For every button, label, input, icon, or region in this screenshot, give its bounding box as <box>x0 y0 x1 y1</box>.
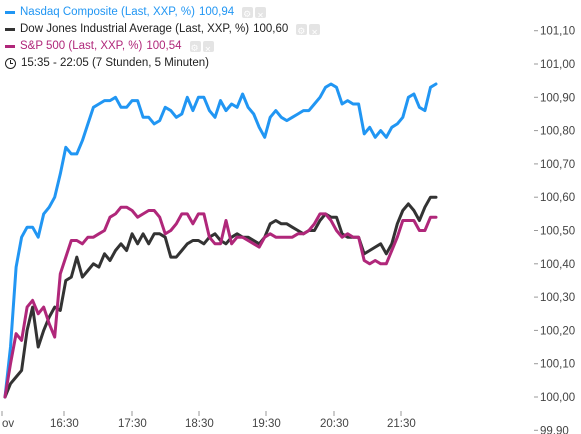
time-range-label: 15:35 - 22:05 (7 Stunden, 5 Minuten) <box>21 57 209 69</box>
legend-swatch-nasdaq <box>5 11 15 14</box>
x-tick-label: 19:30 <box>252 418 281 430</box>
gear-icon[interactable] <box>242 6 254 23</box>
close-icon[interactable] <box>255 7 267 24</box>
chart-legend: Nasdaq Composite (Last, XXP, %) 100,94 D… <box>5 4 322 72</box>
time-range-row: 15:35 - 22:05 (7 Stunden, 5 Minuten) <box>5 55 322 72</box>
legend-item-sp500[interactable]: S&P 500 (Last, XXP, %) 100,54 <box>5 38 322 58</box>
close-icon[interactable] <box>202 41 214 58</box>
y-tick-label: 100,10 <box>540 359 575 371</box>
y-tick-label: 100,60 <box>540 192 575 204</box>
legend-swatch-dow <box>5 28 15 31</box>
x-tick-label: 16:30 <box>50 418 79 430</box>
y-tick-label: 100,50 <box>540 226 575 238</box>
y-tick-label: 100,80 <box>540 126 575 138</box>
y-tick-label: 100,90 <box>540 92 575 104</box>
legend-item-dow[interactable]: Dow Jones Industrial Average (Last, XXP,… <box>5 21 322 41</box>
y-tick-label: 100,30 <box>540 292 575 304</box>
x-tick-label: 18:30 <box>185 418 214 430</box>
y-tick-label: 100,00 <box>540 392 575 404</box>
x-tick-label: 20:30 <box>320 418 349 430</box>
legend-item-nasdaq[interactable]: Nasdaq Composite (Last, XXP, %) 100,94 <box>5 4 322 24</box>
legend-label-sp500: S&P 500 (Last, XXP, %) <box>20 40 143 52</box>
y-tick-label: 100,20 <box>540 325 575 337</box>
y-tick-label: 101,00 <box>540 59 575 71</box>
legend-value-nasdaq: 100,94 <box>198 6 235 18</box>
legend-value-sp500: 100,54 <box>146 40 182 52</box>
series-line-nasdaq <box>3 82 438 399</box>
gear-icon[interactable] <box>296 23 308 40</box>
legend-label-nasdaq: Nasdaq Composite (Last, XXP, %) <box>20 6 195 18</box>
gear-icon[interactable] <box>189 40 201 57</box>
close-icon[interactable] <box>309 24 321 41</box>
clock-icon <box>5 58 16 69</box>
legend-swatch-sp500 <box>5 45 15 48</box>
legend-value-dow: 100,60 <box>253 23 289 35</box>
x-tick-label: 17:30 <box>118 418 147 430</box>
x-tick-label: ov <box>2 418 14 430</box>
y-tick-label: 101,10 <box>540 26 575 38</box>
legend-label-dow: Dow Jones Industrial Average (Last, XXP,… <box>20 23 250 35</box>
series-line-sp500 <box>3 205 438 399</box>
series-line-dow <box>3 195 438 399</box>
y-tick-label: 100,70 <box>540 159 575 171</box>
y-tick-label: 99,90 <box>540 425 569 434</box>
x-tick-label: 21:30 <box>387 418 416 430</box>
y-tick-label: 100,40 <box>540 259 575 271</box>
